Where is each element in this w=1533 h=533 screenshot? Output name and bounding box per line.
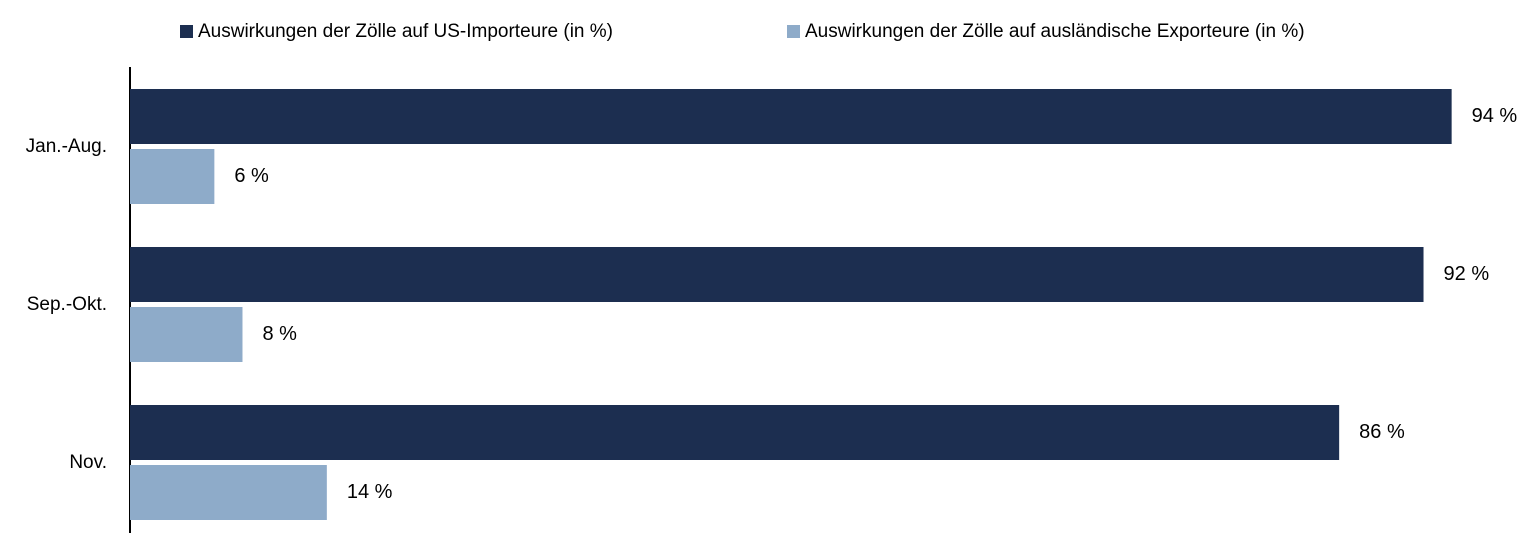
value-label: 92 %	[1444, 263, 1490, 285]
y-tick-label: Nov.	[69, 452, 107, 473]
bar	[130, 89, 1452, 144]
value-label: 6 %	[234, 165, 269, 187]
legend-label: Auswirkungen der Zölle auf ausländische …	[805, 21, 1305, 42]
y-tick-label: Jan.-Aug.	[26, 136, 107, 157]
value-label: 86 %	[1359, 421, 1405, 443]
y-tick-label: Sep.-Okt.	[27, 294, 107, 315]
legend-swatch	[180, 25, 193, 38]
value-label: 94 %	[1472, 105, 1518, 127]
legend-label: Auswirkungen der Zölle auf US-Importeure…	[198, 21, 613, 42]
bar	[130, 465, 327, 520]
legend-swatch	[787, 25, 800, 38]
bar	[130, 307, 243, 362]
bar	[130, 247, 1424, 302]
value-label: 8 %	[262, 323, 297, 345]
bar	[130, 149, 215, 204]
value-label: 14 %	[347, 481, 393, 503]
bar	[130, 405, 1340, 460]
